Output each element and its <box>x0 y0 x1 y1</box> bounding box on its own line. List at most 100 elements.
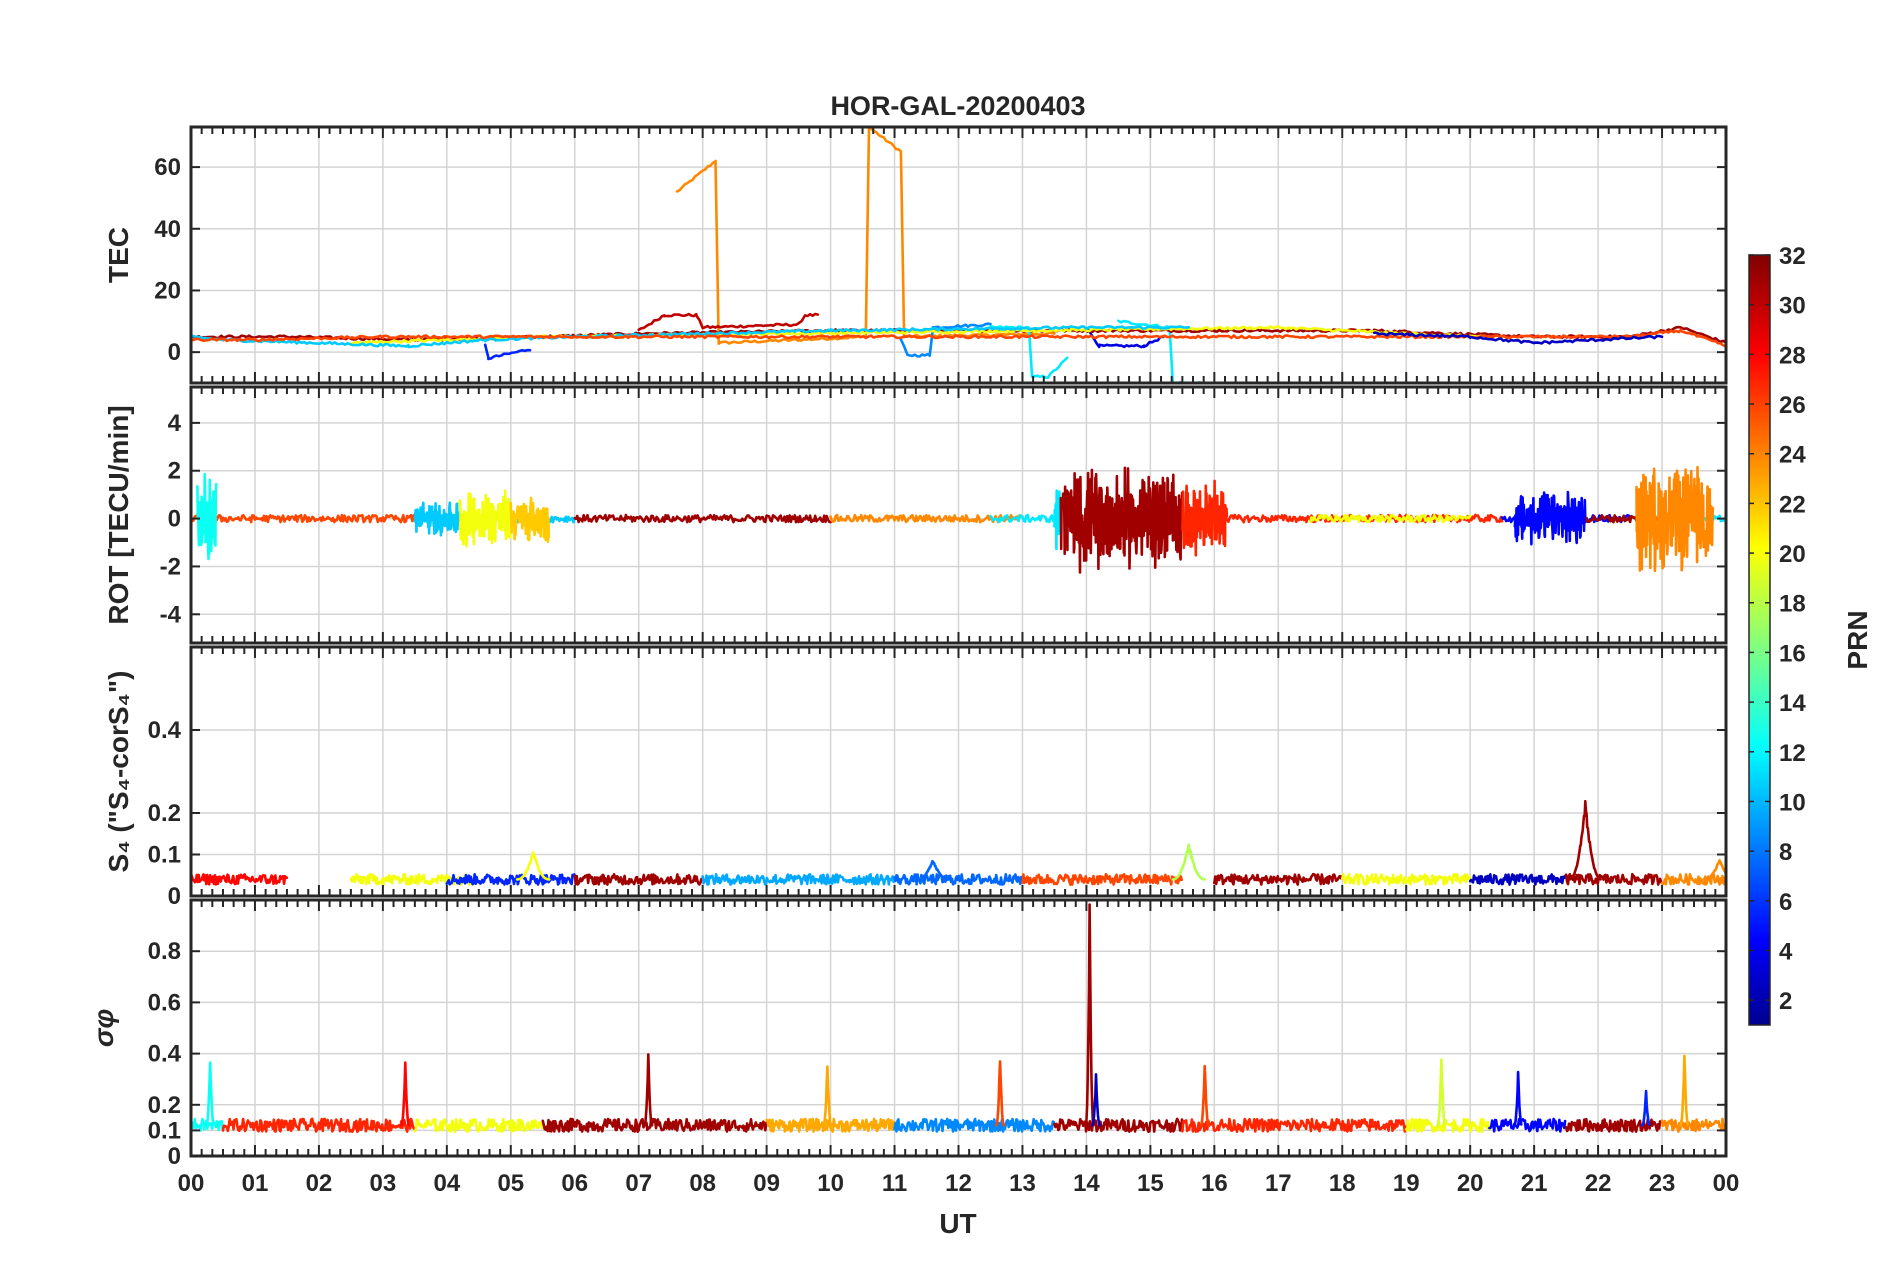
y-tick-label: 0.1 <box>148 1117 181 1144</box>
rot-line-prn-11 <box>413 501 461 537</box>
sigma-peak-prn-31 <box>1084 903 1095 1127</box>
rot-line-prn-31 <box>573 513 832 524</box>
s4-peak-prn-18 <box>1171 843 1206 881</box>
y-tick-label: 40 <box>154 216 181 243</box>
x-tick-label: 06 <box>561 1170 588 1197</box>
colorbar-gradient <box>1748 254 1771 1026</box>
rot-line-prn-20 <box>1309 513 1472 524</box>
y-tick-label: 0.4 <box>148 717 182 744</box>
x-tick-label: 04 <box>433 1170 460 1197</box>
sigma-peak-prn-3 <box>1090 1073 1102 1127</box>
x-tick-label: 16 <box>1201 1170 1228 1197</box>
sigma-line-prn-27 <box>221 1117 416 1133</box>
x-tick-label: 10 <box>817 1170 844 1197</box>
panel-tec: 0 20 40 60 TEC <box>103 125 1728 385</box>
rot-line-prn-31 <box>1059 466 1184 574</box>
sigma-line-prn-24 <box>1660 1117 1726 1133</box>
sigma-line-prn-9 <box>893 1117 1056 1133</box>
x-tick-label: 01 <box>242 1170 269 1197</box>
colorbar-tick-label: 24 <box>1779 442 1806 469</box>
x-tick-label: 00 <box>178 1170 205 1197</box>
y-tick-label: 0.2 <box>148 800 181 827</box>
x-tick-label: 02 <box>306 1170 333 1197</box>
sigma-peak-prn-13 <box>205 1061 215 1127</box>
rot-line-prn-22 <box>509 496 551 543</box>
colorbar-tick-label: 28 <box>1779 342 1806 369</box>
sigma-line-prn-31 <box>1564 1117 1663 1133</box>
y-axis-label-tec: TEC <box>103 227 134 283</box>
x-tick-label: 03 <box>370 1170 397 1197</box>
x-tick-label: 09 <box>753 1170 780 1197</box>
s4-line-prn-31 <box>1564 872 1663 886</box>
y-axis-label-sigma_phi: σφ <box>88 1009 119 1047</box>
colorbar-tick-label: 8 <box>1779 839 1792 866</box>
x-tick-label: 00 <box>1713 1170 1740 1197</box>
sigma-line-prn-31 <box>1053 1117 1184 1133</box>
colorbar-tick-label: 6 <box>1779 889 1792 916</box>
y-tick-label: -4 <box>160 601 182 628</box>
s4-line-prn-10 <box>701 873 895 886</box>
sigma-line-prn-31 <box>541 1117 768 1133</box>
rot-line-prn-13 <box>196 472 218 561</box>
panel-rot: -4 -2 0 2 4 ROT [TECU/min] <box>103 385 1728 645</box>
colorbar-tick-label: 10 <box>1779 789 1806 816</box>
colorbar-tick-label: 4 <box>1779 938 1793 965</box>
x-tick-label: 05 <box>497 1170 524 1197</box>
colorbar-tick-label: 12 <box>1779 740 1806 767</box>
colorbar-tick-label: 16 <box>1779 640 1806 667</box>
x-tick-label: 13 <box>1009 1170 1036 1197</box>
s4-line-prn-31 <box>573 873 704 886</box>
rot-line-prn-27 <box>1181 479 1229 557</box>
colorbar-tick-label: 2 <box>1779 988 1792 1015</box>
y-tick-label: 0.4 <box>148 1041 182 1068</box>
s4-line-prn-6 <box>445 873 576 886</box>
tec-line-prn-30 <box>637 312 820 332</box>
s4-line-prn-8 <box>893 873 1024 886</box>
tec-line-prn-12 <box>989 325 1069 380</box>
y-tick-label: 0 <box>168 883 181 910</box>
colorbar-tick-label: 32 <box>1779 243 1806 270</box>
tec-line-prn-11 <box>191 325 1191 349</box>
y-tick-label: 60 <box>154 154 181 181</box>
y-tick-label: 2 <box>168 458 181 485</box>
series-group-sigma_phi <box>191 903 1726 1133</box>
x-tick-label: 18 <box>1329 1170 1356 1197</box>
x-tick-label: 19 <box>1393 1170 1420 1197</box>
x-tick-label: 17 <box>1265 1170 1292 1197</box>
y-tick-label: 0.6 <box>148 989 181 1016</box>
y-tick-label: 4 <box>168 410 182 437</box>
y-tick-label: 0.1 <box>148 842 181 869</box>
x-tick-label: 14 <box>1073 1170 1100 1197</box>
y-tick-label: 0 <box>168 339 181 366</box>
x-tick-label: 12 <box>945 1170 972 1197</box>
x-tick-label: 08 <box>689 1170 716 1197</box>
s4-line-prn-28 <box>191 873 289 886</box>
sigma-line-prn-20 <box>413 1117 544 1133</box>
s4-line-prn-31 <box>1213 872 1344 886</box>
x-tick-label: 21 <box>1521 1170 1548 1197</box>
rot-line-prn-12 <box>989 513 1063 524</box>
colorbar-tick-label: 20 <box>1779 541 1806 568</box>
panel-s4: 0 0.1 0.2 0.4 S₄ ("S₄-corS₄") <box>103 645 1728 910</box>
s4-line-prn-26 <box>1021 872 1183 886</box>
y-tick-label: 20 <box>154 277 181 304</box>
series-group-s4 <box>191 799 1726 886</box>
x-tick-label: 11 <box>882 1170 907 1197</box>
rot-line-prn-24 <box>829 513 1024 524</box>
sigma-peak-prn-26 <box>1199 1064 1210 1127</box>
s4-peak-prn-24 <box>1702 859 1726 881</box>
sigma-peak-prn-19 <box>1436 1058 1446 1127</box>
colorbar-tick-label: 30 <box>1779 293 1806 320</box>
rot-line-prn-12 <box>1053 489 1062 551</box>
y-axis-label-rot: ROT [TECU/min] <box>103 405 134 624</box>
x-tick-label: 07 <box>625 1170 652 1197</box>
colorbar-tick-label: 22 <box>1779 491 1806 518</box>
series-group-rot <box>191 465 1726 574</box>
sigma-peak-prn-6 <box>1640 1089 1651 1127</box>
x-tick-label: 15 <box>1137 1170 1164 1197</box>
s4-line-prn-20 <box>1341 873 1472 886</box>
